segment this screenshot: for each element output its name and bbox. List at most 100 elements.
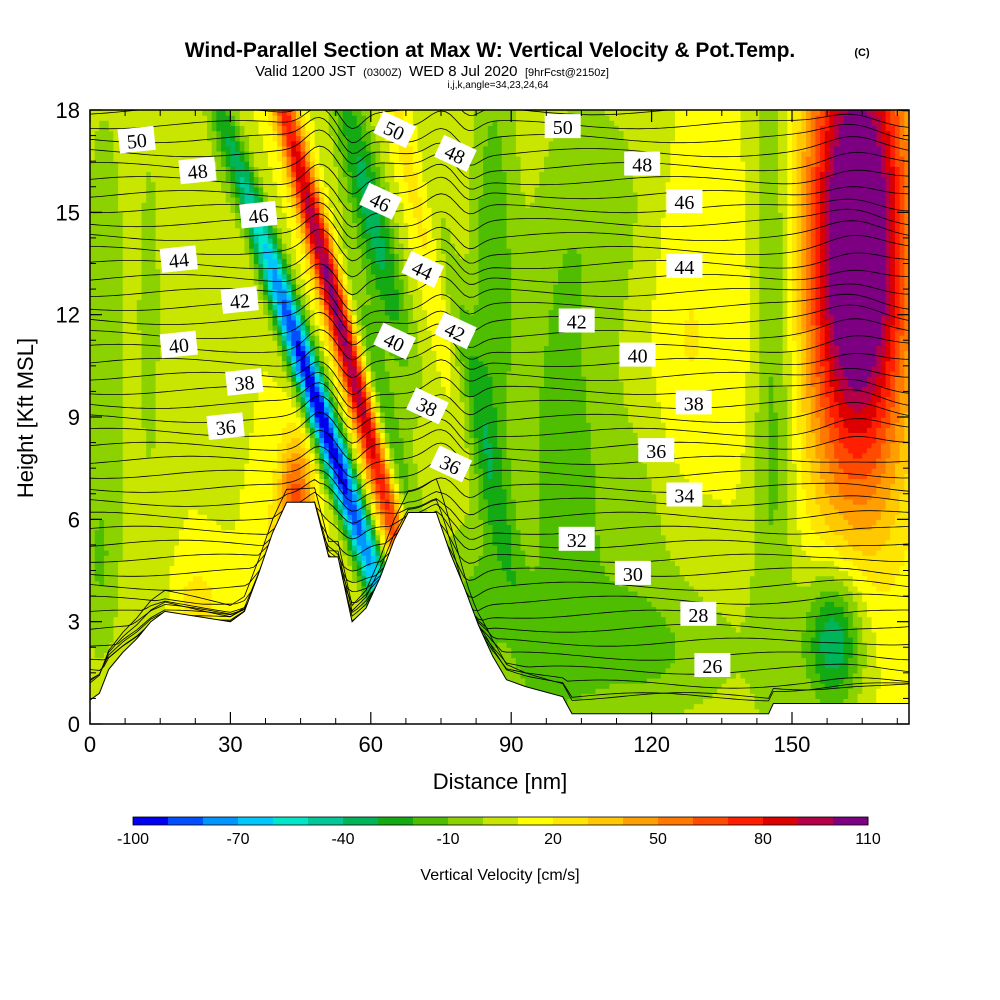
x-tick-label: 150 <box>774 732 811 757</box>
x-tick-label: 60 <box>359 732 383 757</box>
copyright-mark: (C) <box>854 47 870 59</box>
theta-label: 48 <box>178 156 217 184</box>
theta-label: 50 <box>117 125 156 154</box>
colorbar-tick-label: -100 <box>117 831 149 848</box>
colorbar-swatch <box>168 817 204 825</box>
theta-label: 40 <box>619 342 656 368</box>
theta-label: 34 <box>666 482 703 508</box>
y-tick-label: 3 <box>68 610 80 635</box>
colorbar-tick-label: 50 <box>649 831 667 848</box>
theta-label-text: 40 <box>168 334 190 358</box>
theta-label: 26 <box>694 653 731 678</box>
theta-label-text: 48 <box>187 160 209 184</box>
y-tick-label: 18 <box>56 98 80 123</box>
theta-label-text: 42 <box>567 312 587 334</box>
colorbar-swatch <box>728 817 764 825</box>
x-axis: 0 30 60 90 120 150 <box>84 110 898 757</box>
colorbar-swatch <box>413 817 449 825</box>
y-tick-label: 9 <box>68 405 80 430</box>
valid-prefix: Valid 1200 JST <box>255 63 356 80</box>
colorbar-tick-label: 110 <box>855 831 881 848</box>
theta-label-text: 40 <box>628 346 648 368</box>
theta-label: 32 <box>558 526 595 552</box>
theta-label-text: 32 <box>567 530 587 552</box>
colorbar-swatch <box>483 817 519 825</box>
theta-label: 38 <box>225 368 264 396</box>
theta-label-text: 46 <box>248 205 270 229</box>
forecast-info: [9hrFcst@2150z] <box>525 67 609 79</box>
theta-label: 48 <box>624 151 661 177</box>
theta-label-text: 38 <box>233 372 255 396</box>
theta-label-text: 44 <box>674 257 694 279</box>
y-tick-label: 0 <box>68 712 80 737</box>
colorbar-label: Vertical Velocity [cm/s] <box>420 867 579 884</box>
valid-date: WED 8 Jul 2020 <box>409 63 517 80</box>
theta-label-text: 44 <box>168 249 190 273</box>
params-line: i,j,k,angle=34,23,24,64 <box>448 80 549 91</box>
colorbar-swatch <box>693 817 729 825</box>
y-tick-label: 15 <box>56 200 80 225</box>
terrain <box>90 501 909 724</box>
theta-label: 42 <box>220 286 259 314</box>
colorbar-swatch <box>273 817 309 825</box>
y-tick-label: 12 <box>56 303 80 328</box>
x-tick-label: 30 <box>218 732 242 757</box>
theta-label-text: 48 <box>632 155 652 177</box>
x-tick-label: 120 <box>633 732 670 757</box>
theta-label: 36 <box>429 445 473 483</box>
colorbar-swatch <box>763 817 799 825</box>
theta-label: 38 <box>675 390 712 415</box>
theta-label-text: 26 <box>702 656 722 678</box>
valid-line: Valid 1200 JST (0300Z) WED 8 Jul 2020 [9… <box>255 63 609 80</box>
y-tick-label: 6 <box>68 507 80 532</box>
colorbar-swatch <box>833 817 869 825</box>
colorbar-swatch <box>448 817 484 825</box>
colorbar-tick-label: -10 <box>436 831 459 848</box>
theta-label-text: 36 <box>215 416 237 440</box>
colorbar-swatch <box>798 817 834 825</box>
theta-label-text: 50 <box>553 117 573 139</box>
colorbar-tick-label: 20 <box>544 831 562 848</box>
theta-label-text: 46 <box>674 192 694 214</box>
theta-label: 44 <box>666 253 703 279</box>
x-tick-label: 90 <box>499 732 523 757</box>
colorbar-swatch <box>378 817 414 825</box>
colorbar-swatch <box>588 817 624 825</box>
theta-label: 42 <box>558 308 595 334</box>
theta-label: 36 <box>206 412 245 440</box>
x-axis-label: Distance [nm] <box>433 769 568 794</box>
colorbar-swatch <box>658 817 694 825</box>
colorbar-swatch <box>133 817 169 825</box>
colorbar-swatch <box>238 817 274 825</box>
colorbar-tick-label: 80 <box>754 831 772 848</box>
theta-label-text: 36 <box>646 441 666 463</box>
theta-label-text: 50 <box>126 130 148 154</box>
theta-label-text: 38 <box>684 393 704 415</box>
chart-title: Wind-Parallel Section at Max W: Vertical… <box>185 39 796 62</box>
theta-label: 44 <box>159 245 198 273</box>
theta-label-text: 42 <box>229 290 251 314</box>
theta-label-text: 34 <box>674 486 694 508</box>
colorbar-tick-label: -70 <box>226 831 249 848</box>
colorbar-swatch <box>203 817 239 825</box>
colorbar-tick-label: -40 <box>331 831 354 848</box>
theta-label: 50 <box>544 114 581 139</box>
theta-label: 46 <box>359 182 403 220</box>
colorbar-swatch <box>343 817 379 825</box>
colorbar-swatch <box>518 817 554 825</box>
theta-label: 46 <box>666 189 703 214</box>
colorbar-swatch <box>553 817 589 825</box>
theta-label-text: 30 <box>623 564 643 586</box>
colorbar-swatch <box>308 817 344 825</box>
y-axis-label: Height [Kft MSL] <box>13 338 38 498</box>
valid-utc: (0300Z) <box>363 67 402 79</box>
theta-label: 30 <box>614 560 651 586</box>
colorbar: -100 -70 -40 -10 20 50 80 110 <box>117 816 881 848</box>
theta-label: 40 <box>159 330 198 358</box>
theta-label: 46 <box>239 200 278 229</box>
theta-label: 40 <box>373 322 417 360</box>
